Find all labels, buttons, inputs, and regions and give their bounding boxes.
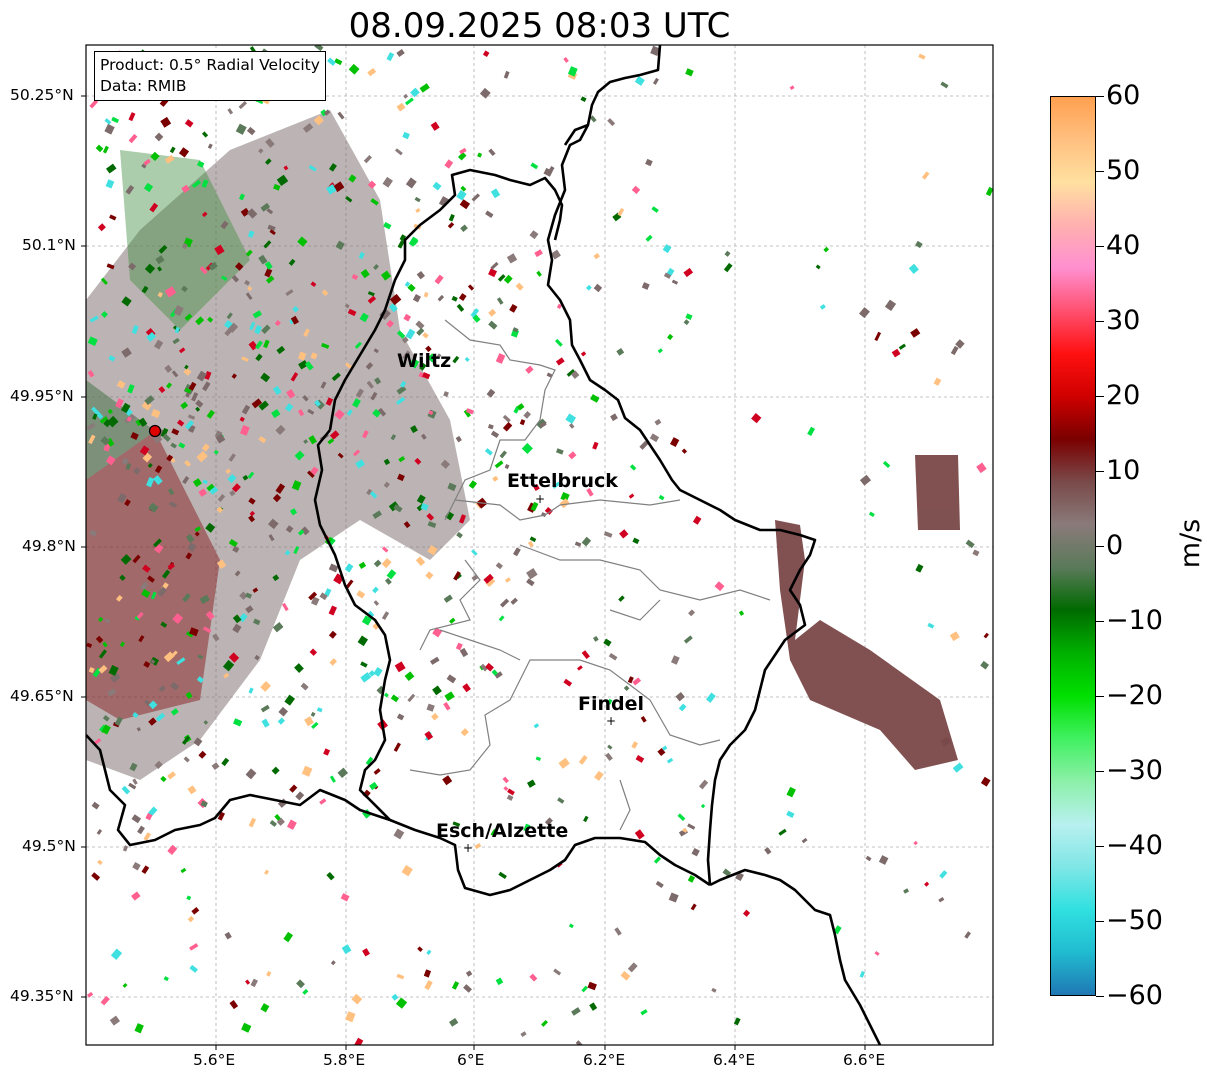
place-label-esch-alzette: Esch/Alzette — [436, 820, 569, 842]
colorbar-tick-mark — [1096, 920, 1104, 922]
colorbar — [1050, 96, 1096, 996]
colorbar-tick-mark — [1096, 245, 1104, 247]
radar-echo-east — [775, 455, 960, 770]
colorbar-tick-label: 10 — [1106, 455, 1141, 486]
place-marker-findel: + — [606, 714, 617, 728]
colorbar-tick-label: 30 — [1106, 305, 1141, 336]
place-marker-ettelbruck: + — [535, 492, 546, 506]
colorbar-unit-label: m/s — [1175, 518, 1207, 569]
colorbar-tick-mark — [1096, 95, 1104, 97]
colorbar-tick-label: 40 — [1106, 230, 1141, 261]
lat-label: 50.1°N — [22, 236, 76, 254]
colorbar-tick-mark — [1096, 320, 1104, 322]
lon-label: 6.4°E — [713, 1051, 756, 1069]
colorbar-tick-mark — [1096, 170, 1104, 172]
map-title: 08.09.2025 08:03 UTC — [348, 6, 731, 46]
colorbar-tick-mark — [1096, 395, 1104, 397]
lat-label: 49.65°N — [10, 687, 74, 705]
colorbar-tick-mark — [1096, 695, 1104, 697]
colorbar-tick-label: 50 — [1106, 155, 1141, 186]
lon-label: 6.2°E — [583, 1051, 626, 1069]
national-borders — [86, 45, 882, 1045]
colorbar-tick-label: 0 — [1106, 530, 1124, 561]
lat-label: 49.8°N — [22, 537, 76, 555]
colorbar-tick-label: 20 — [1106, 380, 1141, 411]
place-marker-esch-alzette: + — [463, 841, 474, 855]
lon-label: 6°E — [457, 1051, 485, 1069]
colorbar-tick-label: −20 — [1106, 680, 1163, 711]
colorbar-tick-mark — [1096, 770, 1104, 772]
radar-echo-cluster — [86, 110, 470, 780]
canton-borders — [409, 319, 771, 831]
lon-label: 5.6°E — [193, 1051, 236, 1069]
place-label-wiltz: Wiltz — [397, 350, 452, 372]
lon-label: 5.8°E — [323, 1051, 366, 1069]
radar-station-marker — [148, 424, 162, 438]
colorbar-tick-label: −40 — [1106, 830, 1163, 861]
colorbar-tick-label: −30 — [1106, 755, 1163, 786]
lat-label: 49.95°N — [10, 387, 74, 405]
place-label-ettelbruck: Ettelbruck — [507, 470, 618, 492]
axis-ticks — [81, 95, 866, 1050]
colorbar-tick-mark — [1096, 995, 1104, 997]
colorbar-tick-mark — [1096, 845, 1104, 847]
colorbar-tick-mark — [1096, 545, 1104, 547]
product-info-box: Product: 0.5° Radial Velocity Data: RMIB — [94, 51, 326, 101]
colorbar-tick-label: −50 — [1106, 905, 1163, 936]
lat-label: 49.5°N — [22, 837, 76, 855]
colorbar-tick-mark — [1096, 470, 1104, 472]
data-source-label: Data: RMIB — [100, 77, 187, 95]
radar-speckles — [86, 45, 993, 1045]
colorbar-tick-label: −10 — [1106, 605, 1163, 636]
colorbar-tick-mark — [1096, 620, 1104, 622]
colorbar-tick-label: −60 — [1106, 980, 1163, 1011]
lon-label: 6.6°E — [843, 1051, 886, 1069]
product-label: Product: 0.5° Radial Velocity — [100, 56, 320, 74]
colorbar-tick-label: 60 — [1106, 80, 1141, 111]
place-label-findel: Findel — [578, 693, 645, 715]
lat-label: 49.35°N — [10, 987, 74, 1005]
lat-label: 50.25°N — [10, 86, 74, 104]
